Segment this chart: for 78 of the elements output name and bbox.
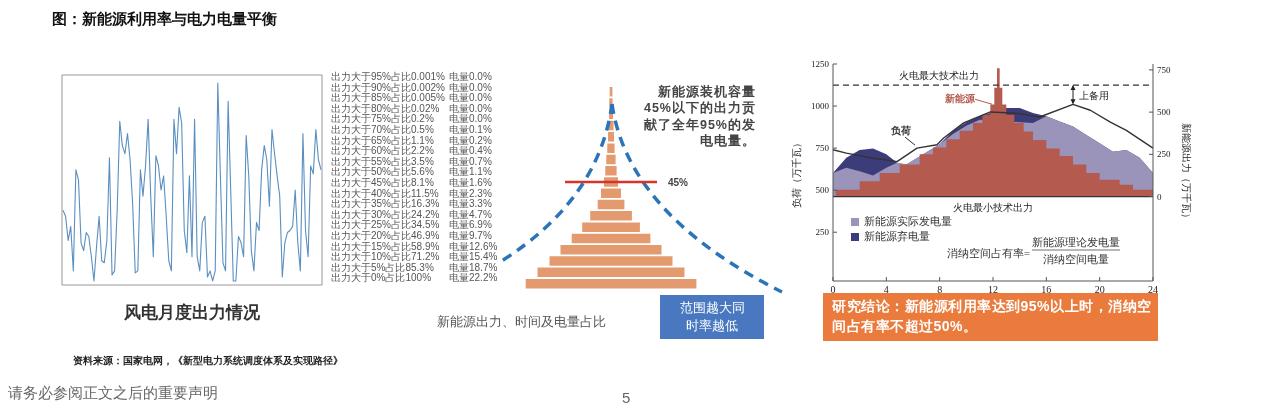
- annotation: 上备用: [1079, 89, 1109, 101]
- y2-tick-label: 0: [1157, 191, 1162, 202]
- text: 出力大于95%占比0.001%: [331, 71, 446, 82]
- y-tick-label: 250: [815, 227, 830, 238]
- y-tick-label: 1000: [811, 101, 830, 112]
- text: 电量0.2%: [449, 134, 492, 146]
- text: 新能源装机容量45%以下的出力贡献了全年95%的发电电量。: [642, 84, 756, 149]
- text: 范围越大同时率越低: [678, 299, 746, 335]
- series-label: 负荷: [890, 125, 911, 137]
- text: 出力大于80%占比0.02%: [331, 102, 440, 114]
- ref-line-label: 火电最小技术出力: [953, 201, 1033, 213]
- text: 出力大于65%占比1.1%: [331, 134, 434, 146]
- text: 电量2.3%: [449, 187, 492, 199]
- text: 电量0.7%: [449, 155, 492, 167]
- text: 电量15.4%: [449, 251, 498, 263]
- text: 电量0.0%: [449, 92, 492, 104]
- text: 图：新能源利用率与电力电量平衡: [52, 10, 277, 27]
- text: 电量6.9%: [449, 219, 492, 231]
- y-tick-label: 500: [815, 185, 830, 196]
- x-tick-label: 16: [1041, 284, 1052, 295]
- text: 电量4.7%: [449, 208, 492, 220]
- series-label: 新能源: [944, 93, 976, 105]
- x-tick-label: 12: [988, 284, 998, 295]
- y-tick-label: 1250: [811, 59, 830, 69]
- text: 电量0.4%: [449, 145, 492, 157]
- y-axis-title: 负荷（万千瓦）: [791, 137, 802, 208]
- x-tick-label: 8: [937, 284, 943, 295]
- legend-label: 新能源实际发电量: [864, 215, 952, 227]
- text: 出力大于20%占比46.9%: [331, 230, 440, 241]
- text: 请务必参阅正文之后的重要声明: [8, 384, 218, 401]
- text: 出力大于60%占比2.2%: [331, 145, 434, 157]
- text: 出力大于35%占比16.3%: [331, 198, 440, 210]
- text: 电量0.0%: [449, 71, 492, 82]
- text: 出力大于45%占比8.1%: [331, 177, 434, 188]
- text: 出力大于5%占比85.3%: [331, 261, 434, 273]
- text: 电量0.0%: [449, 102, 492, 114]
- text: 出力大于0%占比100%: [331, 272, 432, 284]
- text: 出力大于70%占比0.5%: [331, 124, 434, 135]
- ref-line-label: 火电最大技术出力: [898, 70, 979, 82]
- text: 电量1.1%: [449, 166, 492, 178]
- text: 电量0.1%: [449, 124, 492, 135]
- y2-tick-label: 250: [1157, 149, 1171, 160]
- y2-tick-label: 500: [1157, 107, 1171, 118]
- annotation: 消纳空间占有率=: [947, 247, 1031, 259]
- text: 电量18.7%: [449, 261, 498, 273]
- text: 45%: [668, 177, 689, 188]
- text: 出力大于30%占比24.2%: [331, 208, 440, 220]
- text: 出力大于55%占比3.5%: [331, 155, 434, 167]
- x-tick-label: 4: [883, 284, 889, 295]
- text: 电量9.7%: [449, 230, 492, 241]
- text: 出力大于90%占比0.002%: [331, 81, 446, 93]
- text: 电量0.0%: [449, 113, 492, 125]
- y2-axis-title: 新能源出力（万千瓦）: [1181, 122, 1192, 223]
- text: 出力大于25%占比34.5%: [331, 219, 440, 231]
- text: 出力大于40%占比11.5%: [331, 187, 439, 199]
- text: 出力大于15%占比58.9%: [331, 240, 440, 252]
- text: 新能源出力、时间及电量占比: [437, 314, 606, 329]
- text: 风电月度出力情况: [123, 303, 261, 322]
- text: 出力大于50%占比5.6%: [331, 166, 434, 178]
- text: 出力大于10%占比71.2%: [331, 251, 440, 263]
- legend-label: 新能源弃电量: [864, 230, 930, 242]
- text: 电量0.0%: [449, 81, 492, 93]
- y2-tick-label: 750: [1157, 64, 1171, 75]
- text: 电量22.2%: [449, 272, 498, 284]
- text: 电量3.3%: [449, 198, 492, 210]
- x-tick-label: 20: [1094, 284, 1105, 295]
- text: 电量12.6%: [449, 240, 498, 252]
- annotation: 消纳空间电量: [1043, 253, 1109, 265]
- text: 5: [622, 389, 631, 406]
- text: 研究结论：新能源利用率达到95%以上时，消纳空间占有率不超过50%。: [832, 297, 1152, 336]
- text: 资料来源：国家电网，《新型电力系统调度体系及实现路径》: [73, 355, 343, 366]
- text: 电量1.6%: [449, 177, 492, 188]
- text: 出力大于85%占比0.005%: [331, 92, 446, 104]
- annotation: 新能源理论发电量: [1032, 236, 1120, 248]
- text: 出力大于75%占比0.2%: [331, 113, 434, 125]
- x-tick-label: 24: [1148, 284, 1158, 295]
- y-tick-label: 750: [815, 143, 830, 154]
- x-tick-label: 0: [830, 284, 836, 295]
